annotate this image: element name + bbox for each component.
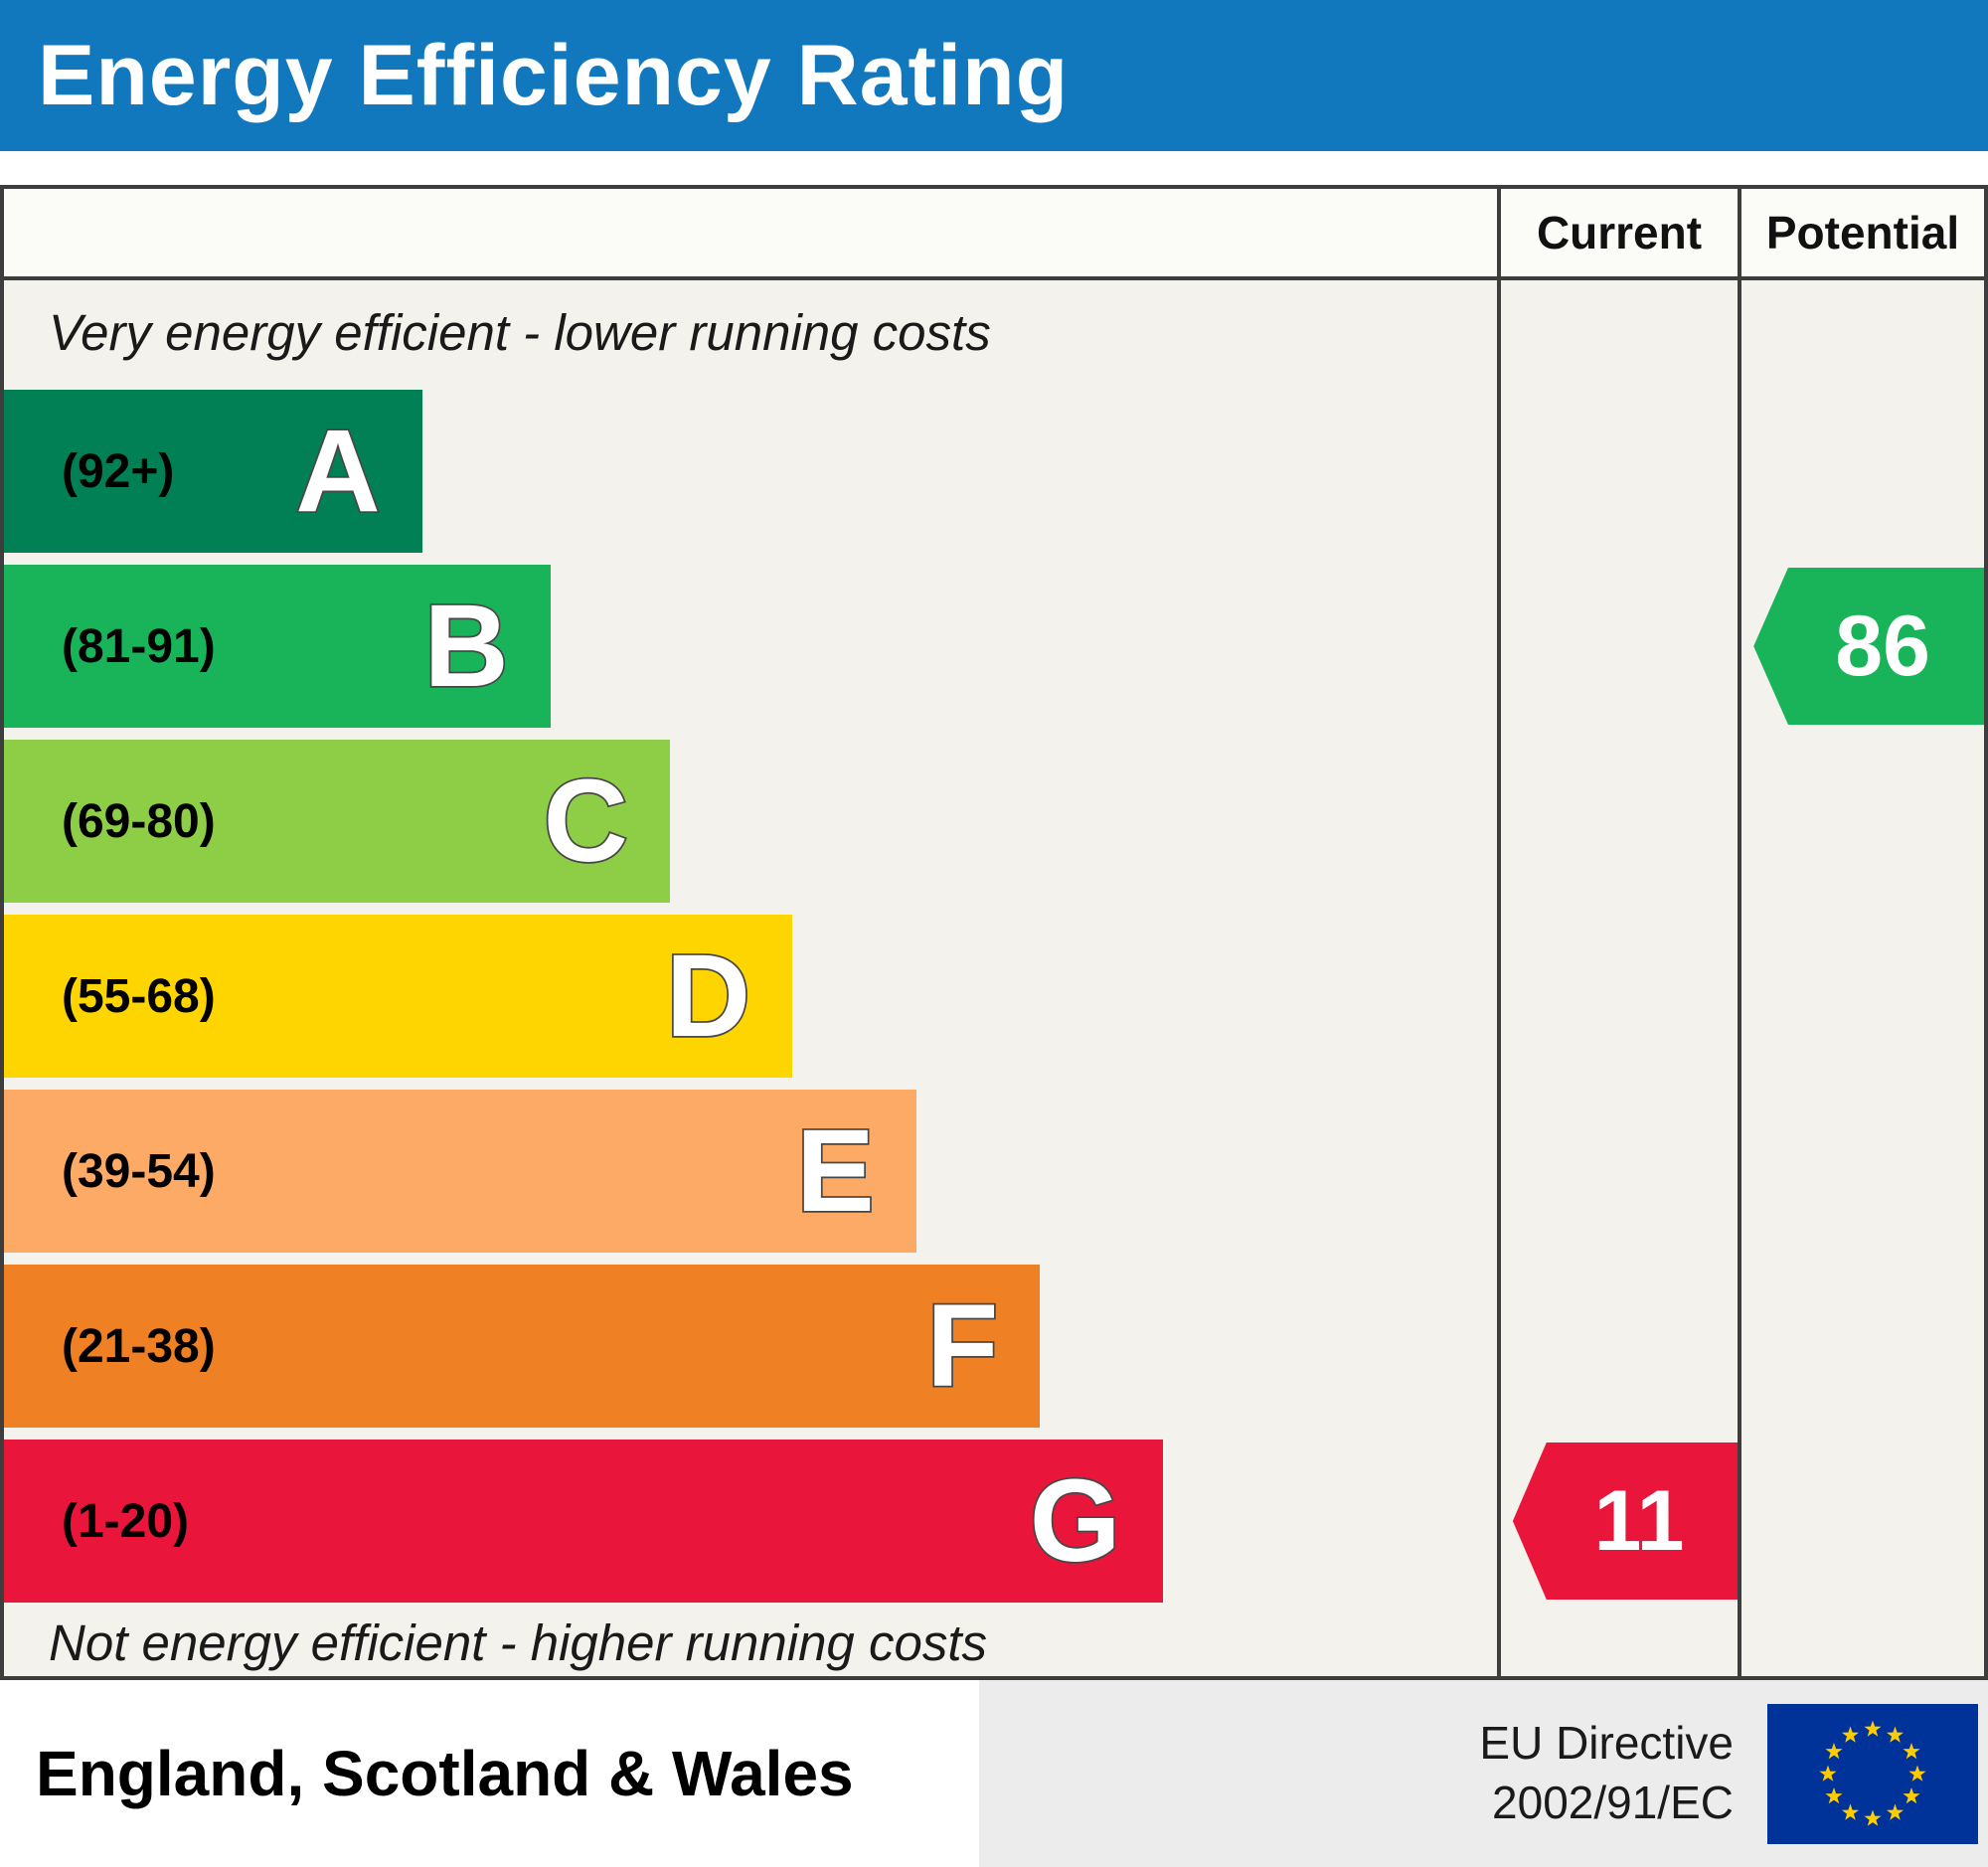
potential-cell-b: 86 [1738, 559, 1984, 734]
band-row-e: (39-54) E [4, 1084, 1497, 1259]
band-row-b: (81-91) B [4, 559, 1497, 734]
current-cell-g: 11 [1497, 1434, 1738, 1609]
chart-header-spacer [4, 189, 1497, 280]
band-bar-b: (81-91) B [4, 565, 551, 728]
current-rating-value: 11 [1593, 1472, 1685, 1569]
top-note: Very energy efficient - lower running co… [49, 303, 991, 361]
band-range-a: (92+) [62, 444, 175, 498]
band-bar-g: (1-20) G [4, 1440, 1163, 1603]
band-letter-a: A [294, 406, 383, 537]
footer-directive-panel: EU Directive 2002/91/EC [979, 1680, 1988, 1867]
eu-flag-icon [1767, 1703, 1978, 1844]
band-range-f: (21-38) [62, 1319, 216, 1373]
band-row-g: (1-20) G [4, 1434, 1497, 1609]
current-cell-a [1497, 384, 1738, 559]
current-column-header: Current [1497, 189, 1738, 280]
band-row-a: (92+) A [4, 384, 1497, 559]
band-bar-a: (92+) A [4, 390, 422, 553]
band-bar-e: (39-54) E [4, 1090, 916, 1253]
band-range-b: (81-91) [62, 619, 216, 673]
band-letter-e: E [794, 1105, 876, 1237]
band-bar-d: (55-68) D [4, 915, 793, 1078]
band-range-e: (39-54) [62, 1144, 216, 1198]
title-bar: Energy Efficiency Rating [0, 0, 1988, 151]
current-cell-b [1497, 559, 1738, 734]
band-letter-d: D [664, 931, 752, 1062]
rating-table: Current Potential Very energy efficient … [0, 185, 1988, 1680]
current-cell-f [1497, 1259, 1738, 1434]
eu-directive-line2: 2002/91/EC [1492, 1777, 1734, 1828]
band-range-c: (69-80) [62, 794, 216, 848]
band-row-c: (69-80) C [4, 734, 1497, 909]
band-bar-f: (21-38) F [4, 1265, 1041, 1428]
band-bar-c: (69-80) C [4, 740, 670, 903]
bottom-note: Not energy efficient - higher running co… [49, 1613, 987, 1671]
potential-cell-f [1738, 1259, 1984, 1434]
band-letter-b: B [422, 581, 511, 712]
band-letter-f: F [925, 1280, 1001, 1412]
band-range-g: (1-20) [62, 1494, 190, 1548]
potential-rating-value: 86 [1835, 597, 1930, 694]
footer: England, Scotland & Wales EU Directive 2… [0, 1680, 1988, 1867]
potential-cell-c [1738, 734, 1984, 909]
page-title: Energy Efficiency Rating [38, 27, 1070, 123]
potential-top-spacer [1738, 280, 1984, 384]
potential-rating-arrow: 86 [1753, 568, 1984, 725]
potential-column-header: Potential [1738, 189, 1984, 280]
current-rating-arrow: 11 [1512, 1443, 1738, 1600]
band-letter-c: C [542, 756, 630, 887]
potential-bottom-spacer [1738, 1609, 1984, 1676]
eu-directive-line1: EU Directive [1479, 1717, 1734, 1770]
band-range-d: (55-68) [62, 969, 216, 1023]
potential-cell-d [1738, 909, 1984, 1084]
potential-cell-e [1738, 1084, 1984, 1259]
current-bottom-spacer [1497, 1609, 1738, 1676]
band-row-d: (55-68) D [4, 909, 1497, 1084]
eu-directive-text: EU Directive 2002/91/EC [1479, 1714, 1734, 1833]
potential-cell-g [1738, 1434, 1984, 1609]
current-cell-c [1497, 734, 1738, 909]
band-row-f: (21-38) F [4, 1259, 1497, 1434]
current-cell-e [1497, 1084, 1738, 1259]
current-cell-d [1497, 909, 1738, 1084]
band-letter-g: G [1028, 1455, 1122, 1587]
region-label: England, Scotland & Wales [0, 1680, 979, 1867]
potential-cell-a [1738, 384, 1984, 559]
current-top-spacer [1497, 280, 1738, 384]
